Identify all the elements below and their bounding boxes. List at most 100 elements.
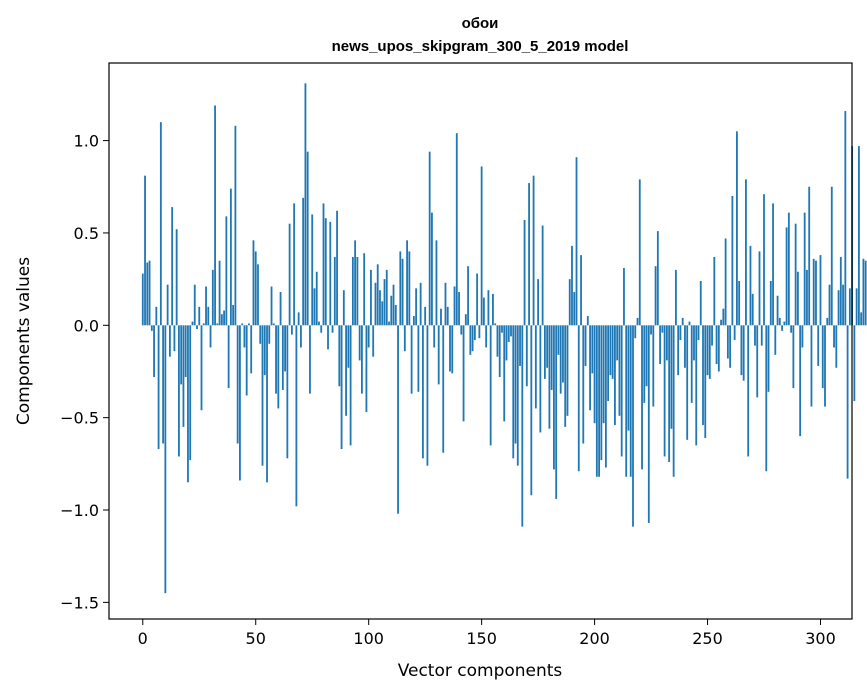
bar	[236, 325, 239, 444]
bar	[421, 325, 424, 459]
bar	[442, 325, 445, 453]
bar	[677, 325, 680, 376]
bar	[616, 325, 619, 361]
bar	[406, 240, 408, 326]
bar	[347, 325, 350, 368]
bar	[284, 325, 286, 372]
bar	[632, 325, 634, 527]
bar	[566, 325, 569, 416]
bar	[604, 325, 607, 468]
bar	[539, 325, 542, 433]
bar	[534, 325, 537, 409]
bar	[654, 266, 657, 326]
bar	[198, 306, 201, 326]
bar	[164, 325, 167, 594]
bar	[722, 308, 725, 326]
bar	[665, 325, 668, 361]
bar	[322, 203, 325, 326]
bar	[277, 325, 280, 409]
bar	[361, 325, 363, 394]
bar	[839, 256, 842, 326]
bar	[790, 325, 793, 333]
bar	[679, 325, 682, 341]
bar	[220, 314, 223, 326]
bar	[514, 325, 517, 444]
bar	[864, 260, 867, 326]
bar	[505, 325, 508, 361]
bar	[715, 325, 718, 365]
bar	[496, 325, 499, 357]
bar	[336, 210, 338, 326]
bar	[150, 325, 153, 331]
bar	[340, 325, 343, 450]
bar	[828, 284, 831, 326]
bar	[785, 227, 788, 326]
bar	[216, 323, 219, 326]
bar	[756, 325, 759, 398]
bar	[333, 256, 336, 326]
bar	[860, 312, 863, 326]
bar	[162, 325, 165, 444]
bar	[733, 325, 736, 341]
bar	[525, 325, 528, 387]
bar	[636, 317, 639, 326]
bar	[672, 325, 675, 477]
bar	[302, 197, 305, 326]
bar	[254, 251, 257, 326]
y-tick-label: 0.5	[74, 224, 99, 243]
bar	[272, 323, 275, 326]
bar	[482, 297, 485, 326]
x-axis-ticks: 0 50 100 150 200 250 300	[138, 619, 836, 648]
bar	[207, 306, 210, 326]
bar	[586, 316, 589, 326]
bar	[627, 325, 630, 431]
bar	[383, 279, 386, 326]
y-axis-label: Components values	[14, 257, 34, 425]
bar	[584, 325, 587, 366]
bar	[295, 325, 298, 507]
bar	[808, 186, 811, 326]
bar	[634, 325, 637, 339]
bar	[290, 325, 293, 335]
bar	[853, 325, 856, 402]
bar	[214, 105, 216, 326]
bar	[787, 212, 790, 326]
bar	[855, 288, 858, 326]
bar	[492, 293, 494, 326]
bar	[175, 229, 178, 326]
bar	[225, 216, 228, 326]
bar	[573, 292, 576, 326]
bar	[243, 325, 246, 348]
bar	[661, 325, 664, 333]
bar	[760, 325, 763, 346]
bar	[426, 325, 429, 466]
bar	[318, 321, 320, 326]
bar	[313, 288, 316, 326]
bar	[555, 325, 558, 499]
bar	[738, 280, 741, 326]
bar	[806, 269, 808, 326]
bar	[848, 288, 851, 326]
bar	[168, 325, 171, 357]
bar	[857, 146, 860, 326]
bar	[324, 218, 327, 326]
bar	[455, 133, 458, 326]
bar	[659, 325, 661, 365]
bar	[399, 251, 402, 326]
bar	[697, 325, 700, 341]
bar	[647, 325, 650, 523]
bar	[178, 325, 180, 457]
bar	[810, 325, 813, 407]
bar	[467, 266, 469, 326]
bar	[227, 325, 230, 389]
bar	[297, 312, 300, 326]
bar	[512, 325, 515, 459]
bar	[740, 325, 743, 376]
bar	[693, 325, 695, 361]
bar	[826, 317, 829, 326]
bar	[686, 325, 689, 440]
bar	[675, 269, 677, 326]
bar	[293, 203, 296, 326]
bar	[218, 260, 221, 326]
